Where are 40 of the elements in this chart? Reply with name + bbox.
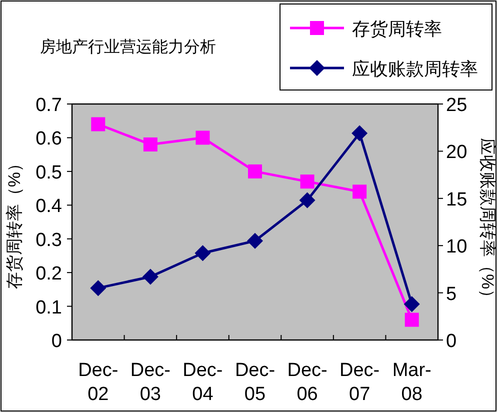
legend-label: 应收账款周转率: [352, 59, 478, 79]
point: [91, 117, 106, 132]
y2-tick-label: 5: [446, 284, 457, 305]
chart-title: 房地产行业营运能力分析: [40, 38, 216, 56]
x-tick-label: Dec-02: [78, 360, 118, 405]
point: [196, 130, 210, 145]
legend-label: 存货周转率: [352, 19, 442, 39]
x-tick-label: Dec-07: [340, 360, 380, 405]
point: [90, 280, 106, 296]
x-tick-label: Dec-03: [130, 360, 170, 405]
point: [300, 174, 314, 189]
point: [352, 184, 367, 199]
y2-tick-label: 20: [446, 142, 468, 164]
point: [194, 245, 211, 262]
point: [143, 137, 158, 152]
x-tick-label: Dec-05: [234, 360, 276, 405]
y-tick-label: 0.6: [36, 128, 62, 150]
y-tick-label: 0: [51, 331, 62, 352]
point: [299, 192, 316, 208]
x-tick-label: Dec-06: [287, 360, 328, 405]
point: [247, 232, 263, 249]
point: [248, 164, 262, 178]
y-tick-label: 0.4: [36, 196, 62, 218]
x-tick-label: Mar-08: [392, 360, 432, 405]
y2-tick-label: 15: [446, 189, 468, 210]
y-tick-label: 0.3: [36, 230, 62, 251]
point: [352, 125, 368, 142]
point: [404, 296, 420, 312]
x-tick-label: Dec-04: [182, 360, 223, 405]
y-tick-label: 0.1: [36, 297, 62, 318]
y2-tick-label: 10: [446, 236, 468, 258]
y-tick-label: 0.7: [36, 95, 62, 116]
point: [142, 268, 158, 285]
point: [404, 312, 419, 327]
y-axis-title: 存货周转率（%）: [5, 154, 24, 290]
y2-tick-label: 0: [446, 331, 457, 352]
y-tick-label: 0.5: [36, 162, 62, 184]
y2-axis-title: 应收账款周转率（%）: [478, 138, 497, 306]
y-tick-label: 0.2: [36, 264, 62, 285]
y2-tick-label: 25: [446, 95, 468, 116]
